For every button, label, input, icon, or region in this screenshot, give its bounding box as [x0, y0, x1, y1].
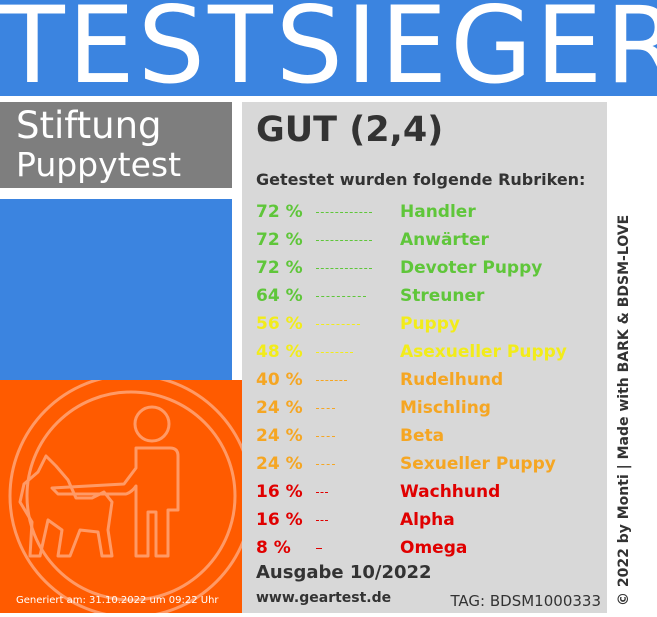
tag-label: TAG: BDSM1000333 [450, 592, 601, 610]
rubric-percent: 72 % [256, 258, 303, 278]
rubric-row: 16 % Alpha [256, 506, 601, 534]
rubric-score-line [316, 296, 366, 297]
rubric-row: 72 % Anwärter [256, 226, 601, 254]
rubric-score-line [316, 548, 322, 549]
emblem-block [0, 373, 254, 617]
credit-vertical-text: © 2022 by Monti | Made with BARK & BDSM-… [616, 214, 632, 606]
brand-box: Stiftung Puppytest [0, 102, 232, 188]
rubric-row: 56 % Puppy [256, 310, 601, 338]
rubric-name: Puppy [400, 314, 460, 334]
rubric-name: Rudelhund [400, 370, 504, 390]
rubric-percent: 24 % [256, 426, 303, 446]
edition-label: Ausgabe 10/2022 [256, 562, 432, 583]
rubric-row: 64 % Streuner [256, 282, 601, 310]
rubric-row: 24 % Beta [256, 422, 601, 450]
rubric-name: Handler [400, 202, 476, 222]
rubric-score-line [316, 324, 360, 325]
rubric-score-line [316, 380, 347, 381]
rubric-score-line [316, 520, 328, 521]
rubric-name: Sexueller Puppy [400, 454, 556, 474]
rubric-row: 24 % Sexueller Puppy [256, 450, 601, 478]
rubric-percent: 24 % [256, 454, 303, 474]
brand-line-puppytest: Puppytest [16, 145, 182, 184]
rubric-score-line [316, 212, 372, 213]
banner-title: TESTSIEGER [0, 0, 657, 96]
rubric-name: Devoter Puppy [400, 258, 543, 278]
rubric-percent: 64 % [256, 286, 303, 306]
rubric-list: 72 % Handler 72 % Anwärter 72 % Devoter Puppy… [256, 198, 601, 562]
rubric-row: 24 % Mischling [256, 394, 601, 422]
brand-line-stiftung: Stiftung [16, 104, 162, 147]
rubric-row: 48 % Asexueller Puppy [256, 338, 601, 366]
rubric-score-line [316, 408, 335, 409]
rubric-percent: 48 % [256, 342, 303, 362]
rubric-name: Omega [400, 538, 468, 558]
rubric-row: 72 % Handler [256, 198, 601, 226]
rubric-score-line [316, 492, 328, 493]
rubric-percent: 16 % [256, 482, 303, 502]
blue-block [0, 199, 232, 380]
rubric-name: Wachhund [400, 482, 501, 502]
rubric-name: Streuner [400, 286, 485, 306]
rubric-name: Asexueller Puppy [400, 342, 567, 362]
rubric-score-line [316, 436, 335, 437]
rubric-score-line [316, 464, 335, 465]
rubric-score-line [316, 240, 372, 241]
rubric-row: 16 % Wachhund [256, 478, 601, 506]
rubric-percent: 56 % [256, 314, 303, 334]
rubric-name: Mischling [400, 398, 491, 418]
rubric-percent: 72 % [256, 230, 303, 250]
rubric-name: Beta [400, 426, 445, 446]
rubric-row: 40 % Rudelhund [256, 366, 601, 394]
rubric-percent: 16 % [256, 510, 303, 530]
rubric-percent: 40 % [256, 370, 303, 390]
rubric-name: Anwärter [400, 230, 489, 250]
rubric-row: 72 % Devoter Puppy [256, 254, 601, 282]
rubric-percent: 24 % [256, 398, 303, 418]
dog-walker-icon [8, 373, 254, 617]
rubric-score-line [316, 268, 372, 269]
website-link[interactable]: www.geartest.de [256, 590, 392, 606]
rubric-row: 8 % Omega [256, 534, 601, 562]
testsieger-banner: TESTSIEGER [0, 0, 657, 96]
rubric-score-line [316, 352, 353, 353]
result-panel: GUT (2,4) Getestet wurden folgende Rubri… [242, 102, 607, 613]
generated-timestamp: Generiert am: 31.10.2022 um 09:22 Uhr [16, 595, 219, 606]
rubric-name: Alpha [400, 510, 455, 530]
rubric-percent: 72 % [256, 202, 303, 222]
rubrics-intro: Getestet wurden folgende Rubriken: [256, 170, 586, 189]
grade-label: GUT (2,4) [256, 110, 444, 150]
rubric-percent: 8 % [256, 538, 291, 558]
